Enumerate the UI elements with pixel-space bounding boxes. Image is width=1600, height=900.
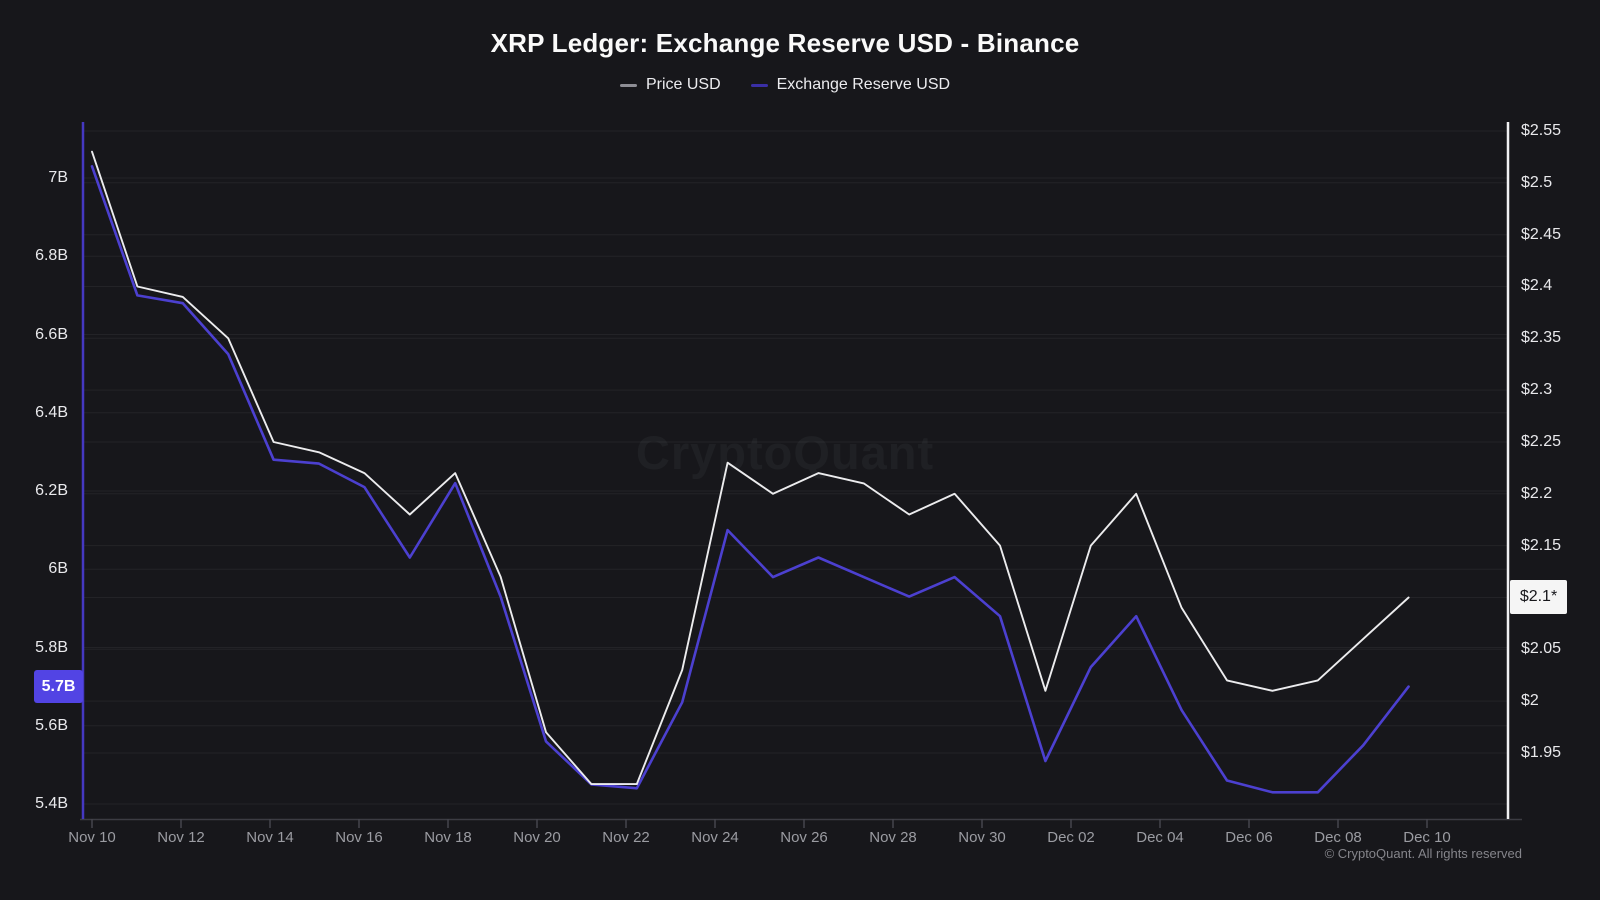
- x-tick-label: Nov 30: [958, 829, 1006, 846]
- reserve-value-badge: 5.7B: [34, 670, 83, 704]
- y-right-tick-label: $2.45: [1521, 225, 1562, 243]
- y-right-tick-label: $2.2: [1521, 484, 1553, 502]
- y-right-tick-label: $2.5: [1521, 173, 1553, 191]
- x-tick-label: Nov 28: [869, 829, 917, 846]
- y-left-tick-label: 6.8B: [35, 247, 68, 265]
- copyright-notice: © CryptoQuant. All rights reserved: [1324, 846, 1522, 861]
- y-left-tick-label: 6.6B: [35, 325, 68, 343]
- x-tick-label: Nov 16: [335, 829, 383, 846]
- y-right-tick-label: $2.25: [1521, 432, 1562, 450]
- x-tick-label: Nov 20: [513, 829, 561, 846]
- x-tick-label: Nov 18: [424, 829, 472, 846]
- price-series-line: [91, 150, 1410, 786]
- legend-item-price[interactable]: Price USD: [619, 76, 721, 94]
- price-value-badge: $2.1*: [1510, 580, 1567, 615]
- y-right-tick-label: $2.55: [1521, 122, 1562, 139]
- y-right-tick-label: $2.35: [1521, 329, 1562, 347]
- y-right-tick-label: $2.3: [1521, 381, 1553, 399]
- x-tick-label: Dec 04: [1136, 829, 1184, 846]
- legend: Price USD Exchange Reserve USD: [0, 76, 1570, 94]
- x-tick-label: Dec 06: [1225, 829, 1273, 846]
- x-tick-label: Nov 12: [157, 829, 205, 846]
- x-tick-label: Nov 14: [246, 829, 294, 846]
- y-left-tick-label: 5.6B: [35, 716, 68, 734]
- x-tick-label: Dec 02: [1047, 829, 1095, 846]
- y-left-tick-label: 5.8B: [35, 638, 68, 656]
- x-tick-label: Nov 10: [68, 829, 116, 846]
- chart-title: XRP Ledger: Exchange Reserve USD - Binan…: [490, 28, 1080, 58]
- price-series-swatch: [619, 83, 637, 87]
- y-right-tick-label: $2.4: [1521, 277, 1553, 295]
- x-tick-label: Nov 26: [780, 829, 828, 846]
- y-right-tick-label: $2.05: [1521, 640, 1562, 658]
- y-left-tick-label: 7B: [48, 169, 68, 186]
- y-left-tick-label: 5.4B: [35, 795, 68, 812]
- y-right-tick-label: $2: [1521, 692, 1539, 710]
- x-tick-label: Nov 22: [602, 829, 650, 846]
- x-tick-label: Nov 24: [691, 829, 739, 846]
- x-tick-label: Dec 08: [1314, 829, 1362, 846]
- y-left-tick-label: 6.2B: [35, 482, 68, 499]
- reserve-series-line: [90, 165, 1410, 794]
- y-left-tick-label: 6.4B: [35, 403, 68, 421]
- reserve-series-swatch: [750, 83, 768, 87]
- price-legend-label: Price USD: [645, 76, 721, 93]
- x-tick-label: Dec 10: [1403, 829, 1451, 846]
- legend-item-reserve[interactable]: Exchange Reserve USD: [750, 76, 951, 94]
- reserve-legend-label: Exchange Reserve USD: [776, 76, 951, 93]
- y-right-tick-label: $1.95: [1521, 743, 1562, 761]
- y-left-tick-label: 6B: [48, 560, 68, 578]
- y-right-tick-label: $2.15: [1521, 536, 1562, 554]
